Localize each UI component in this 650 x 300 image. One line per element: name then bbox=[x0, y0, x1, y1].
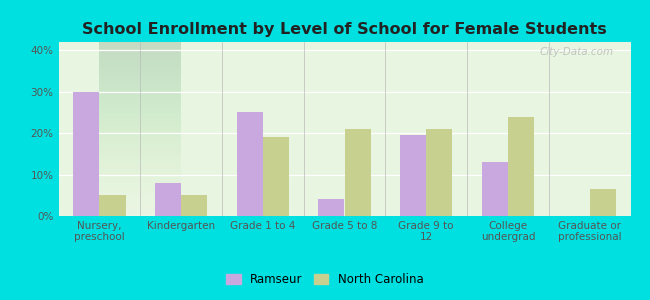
Text: City-Data.com: City-Data.com bbox=[540, 47, 614, 57]
Title: School Enrollment by Level of School for Female Students: School Enrollment by Level of School for… bbox=[82, 22, 607, 37]
Bar bbox=[426, 129, 452, 216]
Bar bbox=[590, 189, 616, 216]
Bar bbox=[181, 195, 207, 216]
Bar bbox=[318, 200, 344, 216]
Bar bbox=[344, 129, 370, 216]
Bar bbox=[400, 135, 426, 216]
Bar bbox=[263, 137, 289, 216]
Bar bbox=[508, 117, 534, 216]
Legend: Ramseur, North Carolina: Ramseur, North Carolina bbox=[222, 269, 428, 291]
Bar bbox=[155, 183, 181, 216]
Bar bbox=[73, 92, 99, 216]
Bar bbox=[237, 112, 263, 216]
Bar bbox=[99, 195, 125, 216]
Bar bbox=[482, 162, 508, 216]
